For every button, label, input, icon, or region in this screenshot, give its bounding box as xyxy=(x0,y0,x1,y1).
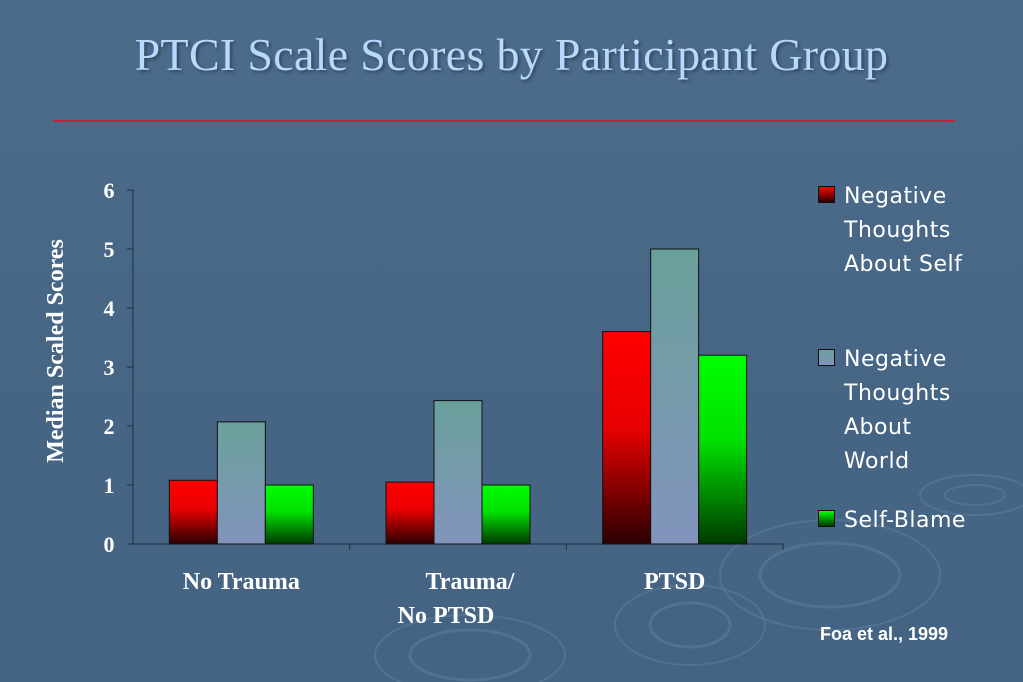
source-citation: Foa et al., 1999 xyxy=(820,624,949,644)
y-tick-label: 5 xyxy=(104,237,115,262)
y-axis-label: Median Scaled Scores xyxy=(43,239,69,463)
bar xyxy=(168,479,218,545)
legend-label: Negative Thoughts About World xyxy=(844,347,951,474)
x-category-label-line: No PTSD xyxy=(398,603,495,629)
bar xyxy=(216,421,266,545)
x-category-label: No Trauma xyxy=(183,569,300,595)
y-tick-label: 6 xyxy=(104,178,115,203)
bar xyxy=(481,484,531,545)
legend-swatch xyxy=(818,510,835,527)
bar xyxy=(650,248,700,545)
y-tick-label: 1 xyxy=(104,473,115,498)
bar xyxy=(602,331,652,545)
y-tick-label: 2 xyxy=(104,414,115,439)
slide-title: PTCI Scale Scores by Participant Group xyxy=(134,29,889,80)
y-tick-label: 0 xyxy=(104,532,115,557)
x-category-label-line: No Trauma xyxy=(183,569,300,595)
bar xyxy=(264,484,314,545)
legend-swatch xyxy=(818,349,835,366)
title-underline xyxy=(53,120,955,122)
x-category-label: Trauma/No PTSD xyxy=(398,569,515,629)
x-category-label-line: PTSD xyxy=(644,569,705,595)
bar xyxy=(698,354,748,545)
y-tick-label: 3 xyxy=(104,355,115,380)
bar xyxy=(433,400,483,545)
x-category-label-line: Trauma/ xyxy=(426,569,515,595)
legend-label: Negative Thoughts About Self xyxy=(844,184,963,277)
y-tick-label: 4 xyxy=(104,296,115,321)
legend-swatch xyxy=(818,186,835,203)
legend-label: Self-Blame xyxy=(844,508,966,533)
x-category-label: PTSD xyxy=(644,569,705,595)
bar xyxy=(385,481,435,545)
